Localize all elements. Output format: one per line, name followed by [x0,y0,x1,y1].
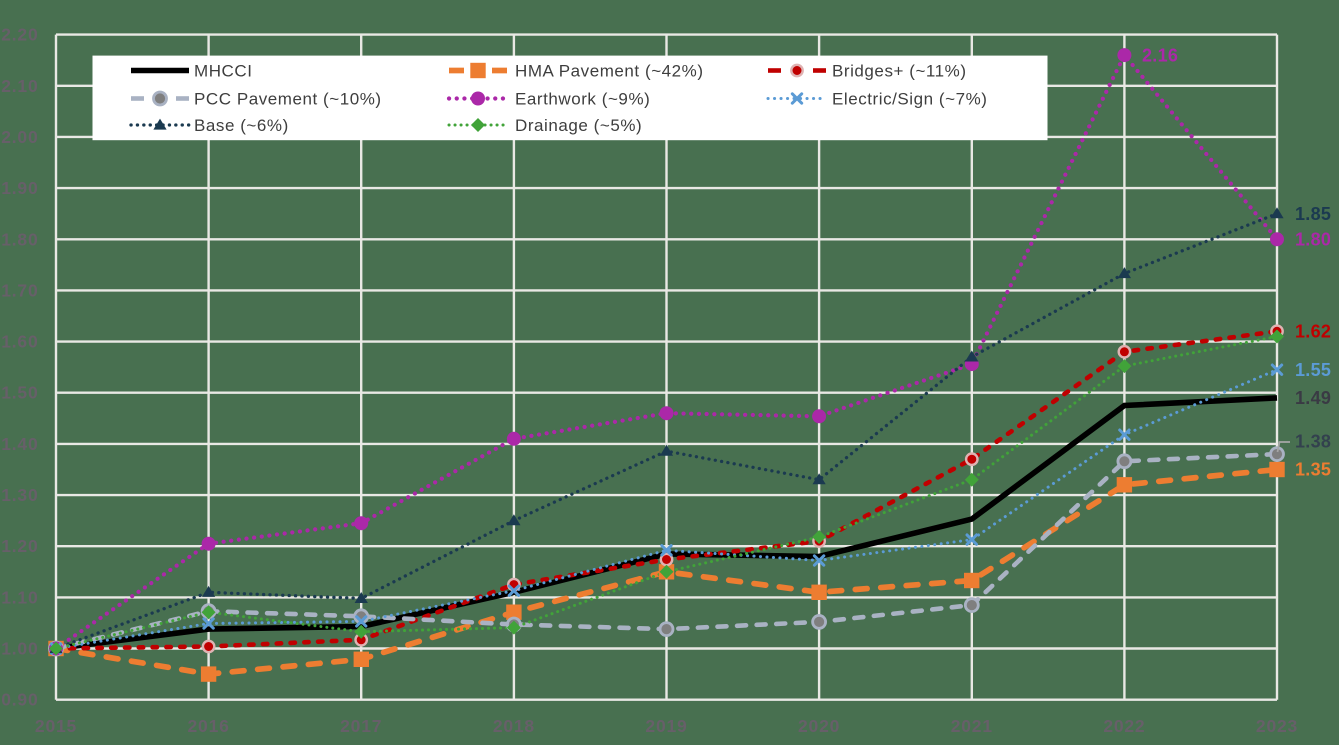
svg-text:2016: 2016 [188,716,230,736]
svg-text:1.90: 1.90 [1,178,38,198]
svg-text:1.49: 1.49 [1295,388,1331,408]
svg-text:1.35: 1.35 [1295,460,1331,480]
svg-text:2.00: 2.00 [1,127,38,147]
svg-text:Drainage (~5%): Drainage (~5%) [515,116,642,135]
svg-text:2022: 2022 [1103,716,1145,736]
svg-text:2.20: 2.20 [1,25,38,45]
svg-text:1.80: 1.80 [1,229,38,249]
svg-text:1.60: 1.60 [1,332,38,352]
svg-text:2.10: 2.10 [1,76,38,96]
svg-text:1.62: 1.62 [1295,322,1331,342]
svg-text:1.30: 1.30 [1,485,38,505]
svg-text:1.80: 1.80 [1295,230,1331,250]
svg-text:2015: 2015 [35,716,77,736]
svg-text:1.20: 1.20 [1,536,38,556]
svg-text:PCC Pavement (~10%): PCC Pavement (~10%) [194,89,382,108]
svg-text:2020: 2020 [798,716,840,736]
svg-text:Electric/Sign (~7%): Electric/Sign (~7%) [832,89,987,108]
svg-text:1.10: 1.10 [1,587,38,607]
svg-text:1.00: 1.00 [1,639,38,659]
svg-text:Earthwork (~9%): Earthwork (~9%) [515,89,650,108]
svg-text:2021: 2021 [951,716,993,736]
svg-text:2019: 2019 [645,716,687,736]
svg-text:1.38: 1.38 [1295,431,1331,451]
svg-text:1.40: 1.40 [1,434,38,454]
svg-text:1.70: 1.70 [1,280,38,300]
svg-text:2.16: 2.16 [1142,45,1178,65]
svg-text:2018: 2018 [493,716,535,736]
svg-text:1.85: 1.85 [1295,204,1331,224]
svg-text:2017: 2017 [340,716,382,736]
svg-text:0.90: 0.90 [1,690,38,710]
svg-text:Base (~6%): Base (~6%) [194,116,289,135]
svg-text:1.55: 1.55 [1295,360,1331,380]
svg-text:MHCCI: MHCCI [194,61,252,80]
svg-text:Bridges+ (~11%): Bridges+ (~11%) [832,61,967,80]
svg-text:1.50: 1.50 [1,383,38,403]
svg-text:HMA Pavement (~42%): HMA Pavement (~42%) [515,61,704,80]
svg-text:2023: 2023 [1256,716,1298,736]
